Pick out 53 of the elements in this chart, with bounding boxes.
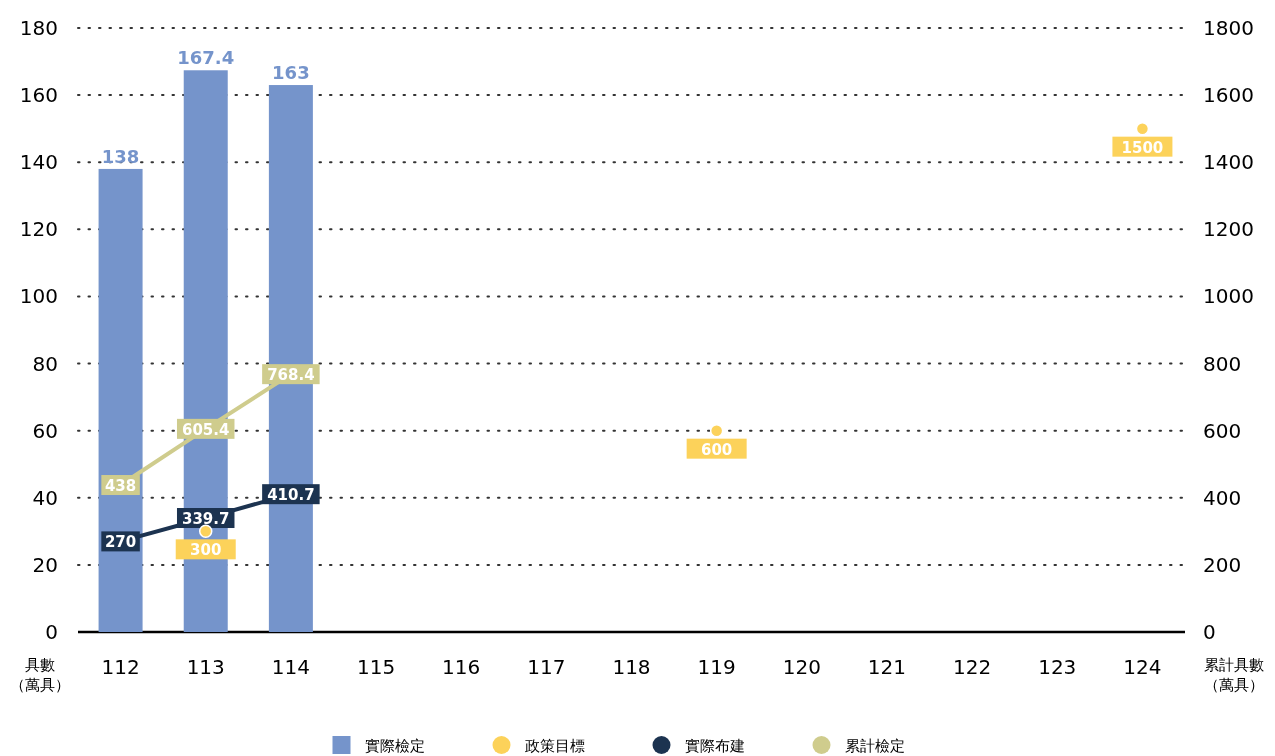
x-tick-label: 124 [1123,655,1162,679]
y2-tick-label: 800 [1203,351,1242,376]
point [198,524,213,539]
y-tick-label: 120 [19,217,58,242]
data-label: 605.4 [182,420,230,439]
y2-tick-label: 1000 [1203,284,1254,309]
y-tick-label: 180 [19,16,58,40]
data-label: 167.4 [177,47,235,69]
x-tick-label: 116 [442,655,481,679]
x-tick-label: 112 [101,655,140,679]
y2-axis-title: 累計具數（萬具） [1203,655,1265,695]
point [709,423,724,438]
x-tick-label: 113 [186,655,225,679]
y-axis-title: 具數（萬具） [8,655,71,695]
y-tick-label: 100 [19,284,58,309]
point [1135,121,1150,136]
y2-tick-label: 200 [1203,552,1242,577]
x-tick-label: 122 [953,655,992,679]
x-tick-label: 115 [356,655,396,679]
x-tick-label: 119 [697,655,736,679]
y-tick-label: 0 [45,620,58,644]
legend-label: 政策目標 [524,737,585,755]
y2-tick-label: 400 [1203,485,1242,510]
x-tick-label: 114 [271,655,310,679]
x-tick-label: 120 [782,655,821,679]
x-tick-label: 118 [612,655,651,679]
y-tick-label: 140 [19,150,58,175]
bar [98,168,143,632]
x-tick-label: 121 [867,655,907,679]
data-label: 163 [272,62,310,84]
data-label: 300 [190,541,222,560]
y2-tick-label: 600 [1203,418,1242,443]
data-label: 138 [101,145,140,167]
data-label: 339.7 [182,510,230,529]
legend-label: 累計檢定 [844,737,905,755]
data-label: 768.4 [267,366,315,385]
legend-label: 實際布建 [684,737,745,755]
y2-tick-label: 1400 [1203,150,1254,175]
data-label: 410.7 [267,486,315,505]
x-tick-label: 117 [527,655,566,679]
y2-tick-label: 0 [1203,620,1216,644]
y2-tick-label: 1800 [1203,16,1254,40]
y-tick-label: 160 [19,83,58,108]
y-tick-label: 80 [32,351,58,376]
data-label: 1500 [1121,138,1164,157]
x-tick-label: 123 [1038,655,1077,679]
y2-tick-label: 1600 [1203,83,1254,108]
data-label: 600 [701,440,733,459]
y-tick-label: 60 [32,418,58,443]
legend-label: 實際檢定 [364,737,425,755]
y-tick-label: 40 [32,485,58,510]
y2-tick-label: 1200 [1203,217,1254,242]
y-tick-label: 20 [32,552,58,577]
